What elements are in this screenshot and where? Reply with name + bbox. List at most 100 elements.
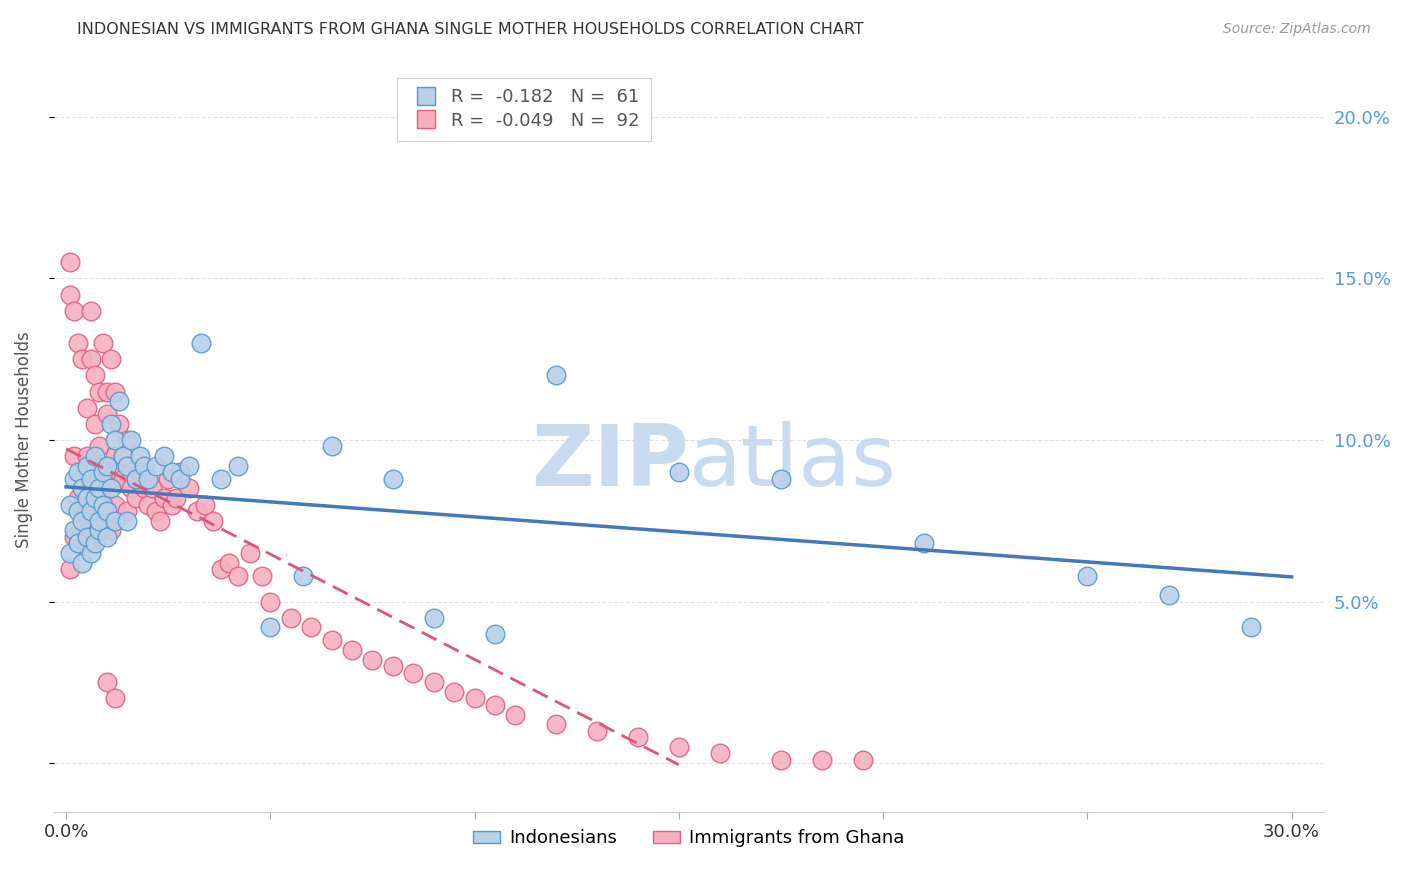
Point <box>402 665 425 680</box>
Point <box>218 556 240 570</box>
Point <box>87 524 110 538</box>
Point <box>96 458 118 473</box>
Point <box>87 440 110 454</box>
Legend: R =  -0.182   N =  61, R =  -0.049   N =  92: R = -0.182 N = 61, R = -0.049 N = 92 <box>396 78 651 141</box>
Point <box>72 482 94 496</box>
Point <box>67 536 90 550</box>
Point <box>162 498 184 512</box>
Point <box>112 472 135 486</box>
Point <box>96 384 118 399</box>
Point <box>484 698 506 712</box>
Point <box>709 747 731 761</box>
Point <box>194 498 217 512</box>
Point <box>250 568 273 582</box>
Point <box>128 466 150 480</box>
Point <box>1240 620 1263 634</box>
Point <box>83 491 105 505</box>
Point <box>209 562 232 576</box>
Point <box>546 368 568 383</box>
Text: INDONESIAN VS IMMIGRANTS FROM GHANA SINGLE MOTHER HOUSEHOLDS CORRELATION CHART: INDONESIAN VS IMMIGRANTS FROM GHANA SING… <box>77 22 865 37</box>
Point <box>83 368 105 383</box>
Point <box>104 384 127 399</box>
Point <box>422 610 444 624</box>
Point <box>464 691 486 706</box>
Point <box>120 482 142 496</box>
Point <box>381 472 404 486</box>
Point <box>769 472 792 486</box>
Point <box>177 482 200 496</box>
Point <box>162 466 184 480</box>
Point <box>100 417 122 431</box>
Point <box>100 524 122 538</box>
Point <box>79 303 101 318</box>
Point <box>190 336 212 351</box>
Point <box>226 568 249 582</box>
Point <box>209 472 232 486</box>
Point <box>165 491 187 505</box>
Point <box>124 472 146 486</box>
Point <box>59 562 82 576</box>
Point <box>361 653 384 667</box>
Point <box>67 491 90 505</box>
Point <box>83 504 105 518</box>
Point <box>145 504 167 518</box>
Point <box>443 685 465 699</box>
Point <box>112 449 135 463</box>
Point <box>108 417 131 431</box>
Text: ZIP: ZIP <box>531 421 689 504</box>
Point <box>87 482 110 496</box>
Point <box>100 472 122 486</box>
Point <box>117 514 139 528</box>
Point <box>141 482 163 496</box>
Point <box>104 449 127 463</box>
Point <box>76 458 98 473</box>
Point <box>117 458 139 473</box>
Point <box>321 633 343 648</box>
Text: atlas: atlas <box>689 421 897 504</box>
Point <box>100 352 122 367</box>
Point <box>67 536 90 550</box>
Point <box>79 530 101 544</box>
Point <box>79 352 101 367</box>
Point <box>586 723 609 738</box>
Point <box>96 504 118 518</box>
Point <box>76 536 98 550</box>
Point <box>72 482 94 496</box>
Point <box>91 498 114 512</box>
Point <box>83 536 105 550</box>
Point <box>117 433 139 447</box>
Point <box>132 458 155 473</box>
Point <box>91 491 114 505</box>
Point <box>546 717 568 731</box>
Point <box>72 524 94 538</box>
Point <box>484 627 506 641</box>
Point <box>769 753 792 767</box>
Point <box>202 514 225 528</box>
Point <box>83 417 105 431</box>
Point <box>63 524 86 538</box>
Point <box>186 504 208 518</box>
Point <box>104 498 127 512</box>
Point <box>321 440 343 454</box>
Point <box>169 472 191 486</box>
Point <box>104 433 127 447</box>
Point <box>128 449 150 463</box>
Point <box>108 466 131 480</box>
Point <box>72 556 94 570</box>
Point <box>96 514 118 528</box>
Point <box>91 466 114 480</box>
Text: Source: ZipAtlas.com: Source: ZipAtlas.com <box>1223 22 1371 37</box>
Point <box>76 449 98 463</box>
Point <box>668 466 690 480</box>
Point <box>1157 588 1180 602</box>
Point <box>76 530 98 544</box>
Point <box>811 753 834 767</box>
Point <box>627 730 650 744</box>
Point <box>239 546 262 560</box>
Point <box>259 594 281 608</box>
Point <box>59 287 82 301</box>
Point <box>91 336 114 351</box>
Point <box>59 498 82 512</box>
Point <box>96 675 118 690</box>
Point <box>292 568 315 582</box>
